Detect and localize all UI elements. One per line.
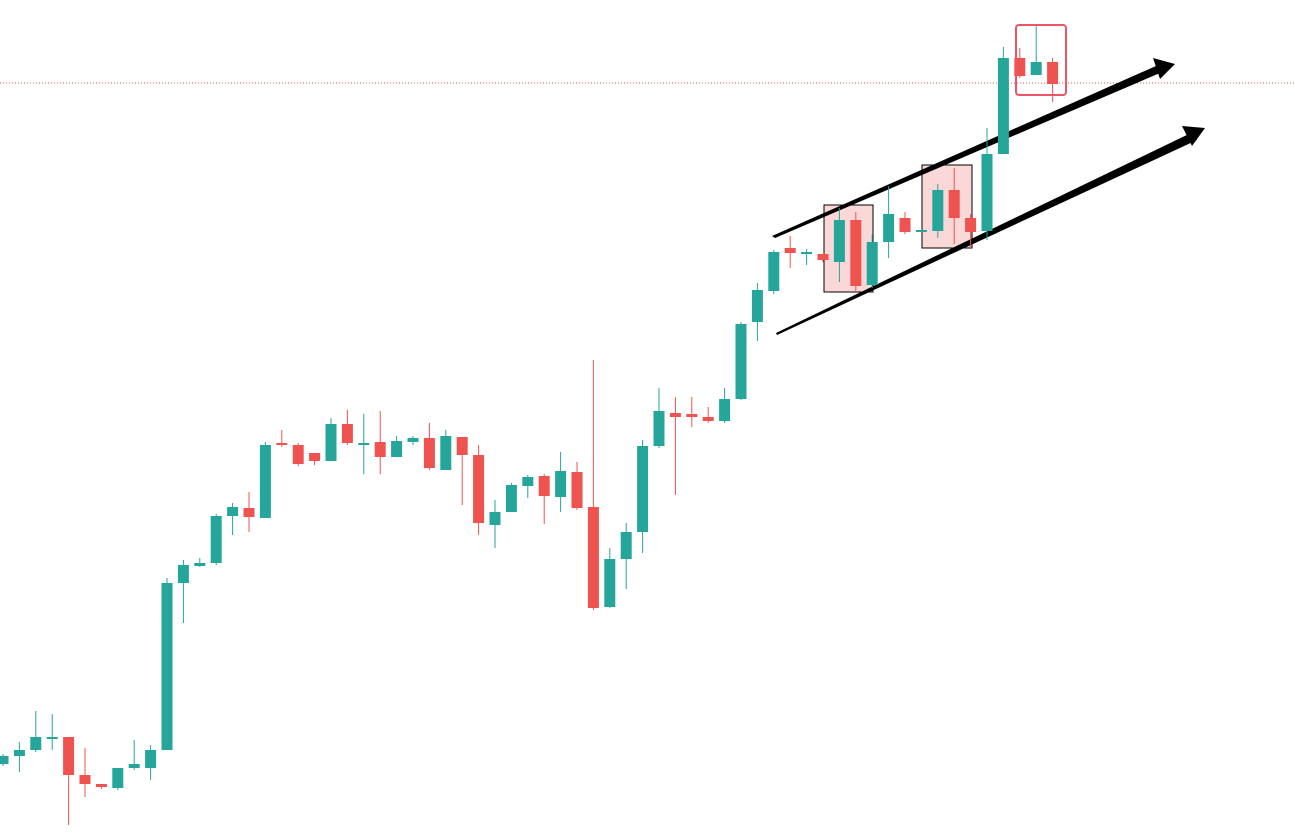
candle-body	[1047, 62, 1059, 84]
candle-body	[358, 443, 370, 445]
candle-body	[79, 775, 91, 784]
candle-body	[0, 756, 9, 764]
candle-body	[177, 565, 189, 583]
candle-body	[899, 218, 911, 232]
candle-body	[505, 485, 517, 512]
candle-body	[423, 438, 435, 468]
candle-body	[341, 424, 353, 443]
candle-body	[653, 411, 665, 446]
candles	[0, 25, 1059, 825]
candle-body	[751, 290, 763, 322]
candle-body	[555, 471, 567, 497]
trend-arrow-head	[1153, 58, 1175, 79]
candle-body	[13, 750, 25, 756]
candle-body	[46, 737, 58, 739]
candle-body	[145, 750, 157, 768]
candle-body	[161, 583, 173, 750]
candle-body	[128, 764, 140, 768]
candle-body	[965, 218, 977, 232]
candle-body	[325, 424, 337, 461]
candle-body	[473, 455, 485, 523]
candle-body	[833, 220, 845, 262]
candle-body	[407, 438, 419, 442]
candle-body	[1014, 58, 1026, 76]
trend-arrow-shaft	[772, 62, 1167, 238]
candle-body	[620, 532, 632, 559]
candle-body	[669, 413, 681, 417]
candle-body	[801, 252, 813, 254]
candle-body	[850, 220, 862, 286]
candle-body	[391, 441, 403, 457]
candle-body	[932, 190, 944, 231]
candle-body	[227, 507, 239, 516]
candle-body	[784, 248, 796, 253]
candle-body	[440, 436, 452, 470]
candle-body	[292, 445, 304, 464]
candle-body	[997, 58, 1009, 154]
candle-body	[243, 508, 255, 517]
highlight-outline	[1015, 24, 1067, 96]
candle-body	[817, 254, 829, 260]
candle-body	[587, 507, 599, 608]
candle-body	[768, 252, 780, 291]
candle-body	[456, 437, 468, 455]
candle-body	[719, 399, 731, 421]
candle-body	[637, 446, 649, 532]
candle-body	[259, 445, 271, 518]
candle-body	[915, 230, 927, 232]
highlight-box	[921, 164, 973, 249]
candle-body	[1030, 62, 1042, 75]
candle-body	[489, 512, 501, 525]
candle-body	[374, 442, 386, 457]
candle-body	[686, 414, 698, 417]
candle-body	[538, 476, 550, 496]
candle-body	[63, 737, 75, 775]
candle-body	[981, 154, 993, 231]
candle-body	[883, 214, 895, 242]
candle-body	[95, 784, 107, 787]
candle-body	[702, 417, 714, 421]
candle-body	[735, 324, 747, 399]
candle-body	[309, 453, 321, 461]
candle-body	[866, 242, 878, 285]
trend-arrow-head	[1182, 126, 1205, 146]
candle-body	[276, 443, 288, 445]
candle-body	[604, 559, 616, 607]
candle-body	[571, 472, 583, 508]
candle-body	[522, 477, 534, 486]
candle-body	[194, 563, 206, 566]
candle-body	[210, 516, 222, 563]
highlight-box	[823, 204, 874, 293]
candle-body	[948, 190, 960, 218]
candle-body	[30, 737, 42, 750]
candle-body	[112, 768, 124, 788]
